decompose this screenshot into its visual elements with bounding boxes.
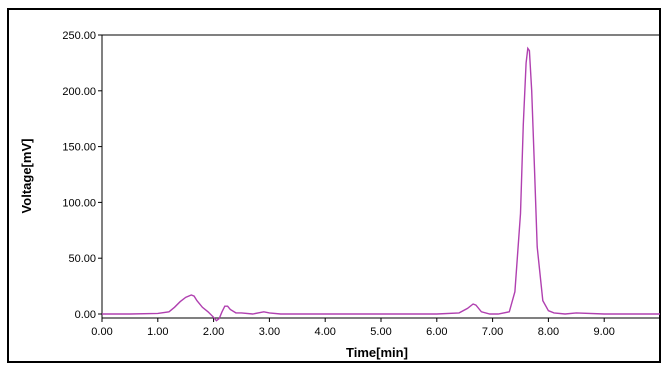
chromatogram-chart: 0.00 50.00 100.00 150.00 200.00 250.00 0.00 1.… bbox=[19, 30, 661, 360]
y-tick-label: 100.00 bbox=[62, 197, 96, 209]
y-tick-label: 150.00 bbox=[62, 142, 96, 154]
y-tick-label: 250.00 bbox=[62, 30, 96, 42]
x-axis-title: Time[min] bbox=[346, 345, 408, 360]
x-tick-label: 5.00 bbox=[370, 326, 391, 338]
plot-area bbox=[101, 34, 661, 319]
x-tick-label: 6.00 bbox=[426, 326, 447, 338]
x-tick-label: 9.00 bbox=[593, 326, 614, 338]
x-tick-label: 4.00 bbox=[314, 326, 335, 338]
chart-frame: 0.00 50.00 100.00 150.00 200.00 250.00 0.00 1.… bbox=[7, 8, 661, 363]
y-tick-label: 0.00 bbox=[75, 309, 96, 321]
series-line bbox=[102, 46, 660, 322]
y-tick-label: 50.00 bbox=[68, 253, 96, 265]
x-tick-label: 1.00 bbox=[147, 326, 168, 338]
x-tick-label: 0.00 bbox=[91, 326, 112, 338]
y-tick-label: 200.00 bbox=[62, 86, 96, 98]
x-tick-label: 3.00 bbox=[259, 326, 280, 338]
x-tick-label: 8.00 bbox=[538, 326, 559, 338]
y-axis-title: Voltage[mV] bbox=[19, 139, 34, 214]
x-tick-label: 7.00 bbox=[482, 326, 503, 338]
x-tick-label: 2.00 bbox=[203, 326, 224, 338]
